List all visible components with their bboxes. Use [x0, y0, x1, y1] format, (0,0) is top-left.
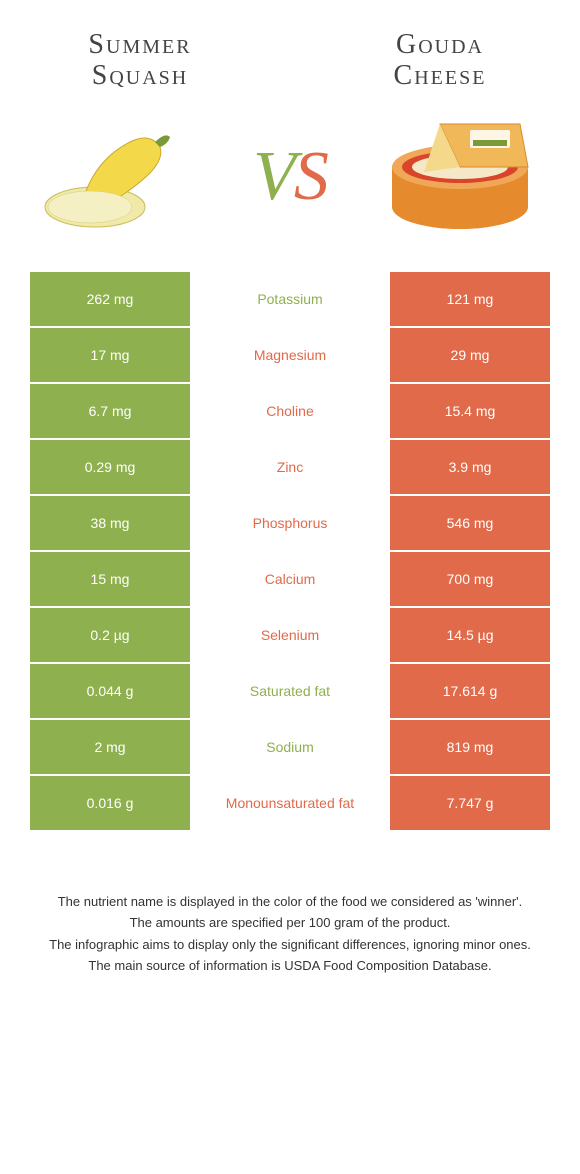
cheese-icon	[380, 112, 540, 242]
title-text: Squash	[92, 60, 188, 91]
right-value: 17.614 g	[390, 664, 550, 718]
right-food-title: Gouda Cheese	[350, 30, 530, 92]
left-value: 15 mg	[30, 552, 190, 606]
footer-line: The main source of information is USDA F…	[40, 956, 540, 976]
table-row: 15 mgCalcium700 mg	[30, 552, 550, 608]
right-value: 819 mg	[390, 720, 550, 774]
nutrient-label: Potassium	[190, 272, 390, 326]
left-value: 6.7 mg	[30, 384, 190, 438]
left-value: 0.044 g	[30, 664, 190, 718]
table-row: 17 mgMagnesium29 mg	[30, 328, 550, 384]
nutrient-label: Sodium	[190, 720, 390, 774]
squash-image	[40, 112, 200, 242]
cheese-image	[380, 112, 540, 242]
right-value: 14.5 µg	[390, 608, 550, 662]
title-text: Gouda	[396, 29, 484, 60]
nutrient-table: 262 mgPotassium121 mg17 mgMagnesium29 mg…	[30, 272, 550, 832]
table-row: 6.7 mgCholine15.4 mg	[30, 384, 550, 440]
left-value: 2 mg	[30, 720, 190, 774]
right-value: 15.4 mg	[390, 384, 550, 438]
left-value: 17 mg	[30, 328, 190, 382]
footer-line: The nutrient name is displayed in the co…	[40, 892, 540, 912]
left-value: 38 mg	[30, 496, 190, 550]
nutrient-label: Phosphorus	[190, 496, 390, 550]
nutrient-label: Selenium	[190, 608, 390, 662]
right-value: 121 mg	[390, 272, 550, 326]
left-food-title: Summer Squash	[50, 30, 230, 92]
table-row: 0.044 gSaturated fat17.614 g	[30, 664, 550, 720]
vs-s: S	[294, 138, 327, 215]
squash-icon	[40, 112, 200, 242]
footer-line: The amounts are specified per 100 gram o…	[40, 913, 540, 933]
right-value: 546 mg	[390, 496, 550, 550]
vs-v: V	[253, 138, 294, 215]
table-row: 0.29 mgZinc3.9 mg	[30, 440, 550, 496]
table-row: 38 mgPhosphorus546 mg	[30, 496, 550, 552]
nutrient-label: Saturated fat	[190, 664, 390, 718]
left-value: 0.2 µg	[30, 608, 190, 662]
footer-notes: The nutrient name is displayed in the co…	[0, 832, 580, 976]
header: Summer Squash Gouda Cheese	[0, 0, 580, 102]
images-row: VS	[0, 102, 580, 272]
left-value: 262 mg	[30, 272, 190, 326]
right-value: 7.747 g	[390, 776, 550, 830]
table-row: 0.016 gMonounsaturated fat7.747 g	[30, 776, 550, 832]
table-row: 2 mgSodium819 mg	[30, 720, 550, 776]
vs-label: VS	[253, 137, 327, 217]
title-text: Cheese	[394, 60, 487, 91]
left-value: 0.016 g	[30, 776, 190, 830]
nutrient-label: Magnesium	[190, 328, 390, 382]
nutrient-label: Zinc	[190, 440, 390, 494]
left-value: 0.29 mg	[30, 440, 190, 494]
table-row: 262 mgPotassium121 mg	[30, 272, 550, 328]
table-row: 0.2 µgSelenium14.5 µg	[30, 608, 550, 664]
footer-line: The infographic aims to display only the…	[40, 935, 540, 955]
nutrient-label: Calcium	[190, 552, 390, 606]
right-value: 29 mg	[390, 328, 550, 382]
right-value: 3.9 mg	[390, 440, 550, 494]
right-value: 700 mg	[390, 552, 550, 606]
nutrient-label: Monounsaturated fat	[190, 776, 390, 830]
nutrient-label: Choline	[190, 384, 390, 438]
title-text: Summer	[88, 29, 191, 60]
